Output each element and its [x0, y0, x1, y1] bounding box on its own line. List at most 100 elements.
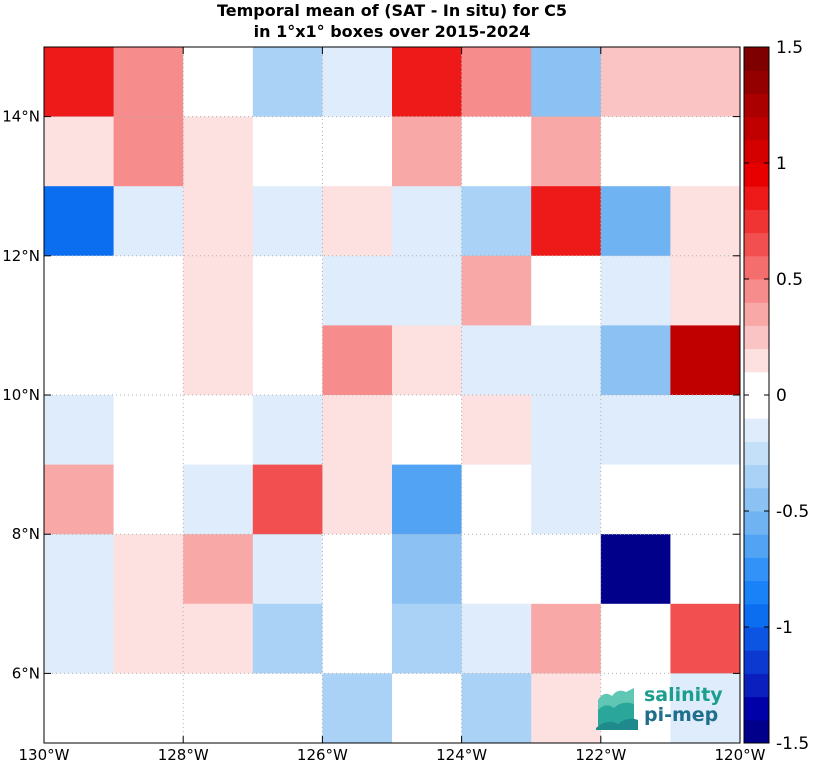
colorbar-segment: [744, 70, 769, 94]
x-axis-ticks: 130°W 128°W 126°W 124°W 122°W 120°W: [19, 47, 766, 763]
colorbar-segment: [744, 487, 769, 512]
heatmap-cell: [670, 116, 741, 187]
colorbar-segment: [744, 650, 769, 674]
heatmap-cell: [183, 325, 254, 396]
heatmap-cell: [670, 395, 741, 466]
heatmap-cell: [461, 325, 532, 396]
heatmap-cell: [44, 603, 115, 674]
heatmap-cell: [322, 325, 393, 396]
heatmap-cell: [461, 464, 532, 535]
colorbar-segment: [744, 116, 769, 141]
heatmap-cell: [183, 603, 254, 674]
heatmap-cell: [44, 255, 115, 326]
heatmap-cell: [183, 534, 254, 605]
heatmap-cell: [44, 47, 115, 118]
logo-text-salinity: salinity: [644, 684, 723, 706]
heatmap-cell: [531, 116, 602, 187]
y-tick-label: 10°N: [2, 386, 40, 404]
heatmap-cell: [322, 395, 393, 466]
colorbar-segment: [744, 464, 769, 489]
heatmap-cell: [322, 47, 393, 118]
heatmap-cell: [44, 116, 115, 187]
grid-lines: [44, 47, 740, 743]
heatmap-cell: [113, 325, 184, 396]
heatmap-cell: [252, 255, 323, 326]
heatmap-cell: [44, 534, 115, 605]
heatmap-cell: [600, 186, 671, 257]
colorbar-segment: [744, 93, 769, 118]
heatmap-cell: [252, 464, 323, 535]
x-tick-label: 126°W: [297, 746, 348, 763]
heatmap-cell: [113, 464, 184, 535]
heatmap-cell: [461, 534, 532, 605]
heatmap-cell: [322, 464, 393, 535]
colorbar-segment: [744, 186, 769, 210]
colorbar: -1.5 -1 -0.5 0 0.5 1 1.5: [743, 38, 809, 754]
heatmap-cell: [531, 325, 602, 396]
heatmap-cell: [44, 325, 115, 396]
heatmap-cell: [392, 116, 463, 187]
heatmap-cell: [252, 186, 323, 257]
heatmap-cell: [600, 116, 671, 187]
heatmap-cell: [461, 603, 532, 674]
heatmap-cell: [113, 395, 184, 466]
heatmap-cell: [113, 47, 184, 118]
chart-title: Temporal mean of (SAT - In situ) for C5: [216, 1, 568, 20]
heatmap-cell: [252, 673, 323, 744]
colorbar-tick-label: 0.5: [776, 270, 803, 290]
colorbar-segment: [744, 325, 769, 350]
heatmap-cell: [600, 47, 671, 118]
heatmap-cell: [392, 186, 463, 257]
y-tick-label: 6°N: [12, 664, 40, 682]
heatmap-cell: [531, 395, 602, 466]
heatmap-cell: [183, 186, 254, 257]
colorbar-segment: [744, 719, 769, 744]
y-tick-label: 14°N: [2, 108, 40, 126]
heatmap-cell: [531, 673, 602, 744]
heatmap-cell: [392, 395, 463, 466]
chart-subtitle: in 1°x1° boxes over 2015-2024: [253, 22, 531, 41]
heatmap-cell: [531, 464, 602, 535]
heatmap-cell: [392, 325, 463, 396]
colorbar-tick-label: 1: [776, 154, 787, 174]
heatmap-cell: [600, 395, 671, 466]
x-tick-label: 120°W: [715, 746, 766, 763]
heatmap-cell: [461, 47, 532, 118]
heatmap-cell: [322, 603, 393, 674]
heatmap-cell: [461, 116, 532, 187]
heatmap-cell: [322, 116, 393, 187]
y-tick-label: 8°N: [12, 525, 40, 543]
colorbar-segment: [744, 627, 769, 651]
colorbar-segment: [744, 534, 769, 558]
heatmap-cell: [113, 255, 184, 326]
heatmap-cell: [44, 673, 115, 744]
colorbar-segment: [744, 441, 769, 466]
heatmap-cell: [252, 47, 323, 118]
colorbar-tick-label: -1: [776, 618, 793, 638]
colorbar-tick-label: 1.5: [776, 38, 803, 58]
heatmap-cell: [392, 255, 463, 326]
heatmap-cell: [113, 673, 184, 744]
colorbar-segment: [744, 696, 769, 721]
colorbar-segment: [744, 232, 769, 257]
heatmap-cell: [322, 255, 393, 326]
heatmap-cell: [670, 603, 741, 674]
heatmap-cell: [113, 603, 184, 674]
heatmap-cell: [461, 673, 532, 744]
heatmap-cell: [600, 325, 671, 396]
heatmap-cell: [600, 603, 671, 674]
heatmap-cell: [44, 186, 115, 257]
heatmap-cell: [183, 464, 254, 535]
colorbar-segment: [744, 255, 769, 280]
heatmap-cell: [113, 186, 184, 257]
heatmap-cell: [252, 116, 323, 187]
colorbar-segment: [744, 371, 769, 396]
logo-wave-icon: [596, 688, 638, 730]
colorbar-segment: [744, 511, 769, 535]
salinity-pi-mep-logo: salinity pi-mep: [594, 682, 734, 732]
heatmap-cell: [600, 534, 671, 605]
colorbar-segment: [744, 580, 769, 605]
colorbar-segment: [744, 603, 769, 628]
heatmap-cell: [392, 603, 463, 674]
colorbar-tick-label: 0: [776, 386, 787, 406]
